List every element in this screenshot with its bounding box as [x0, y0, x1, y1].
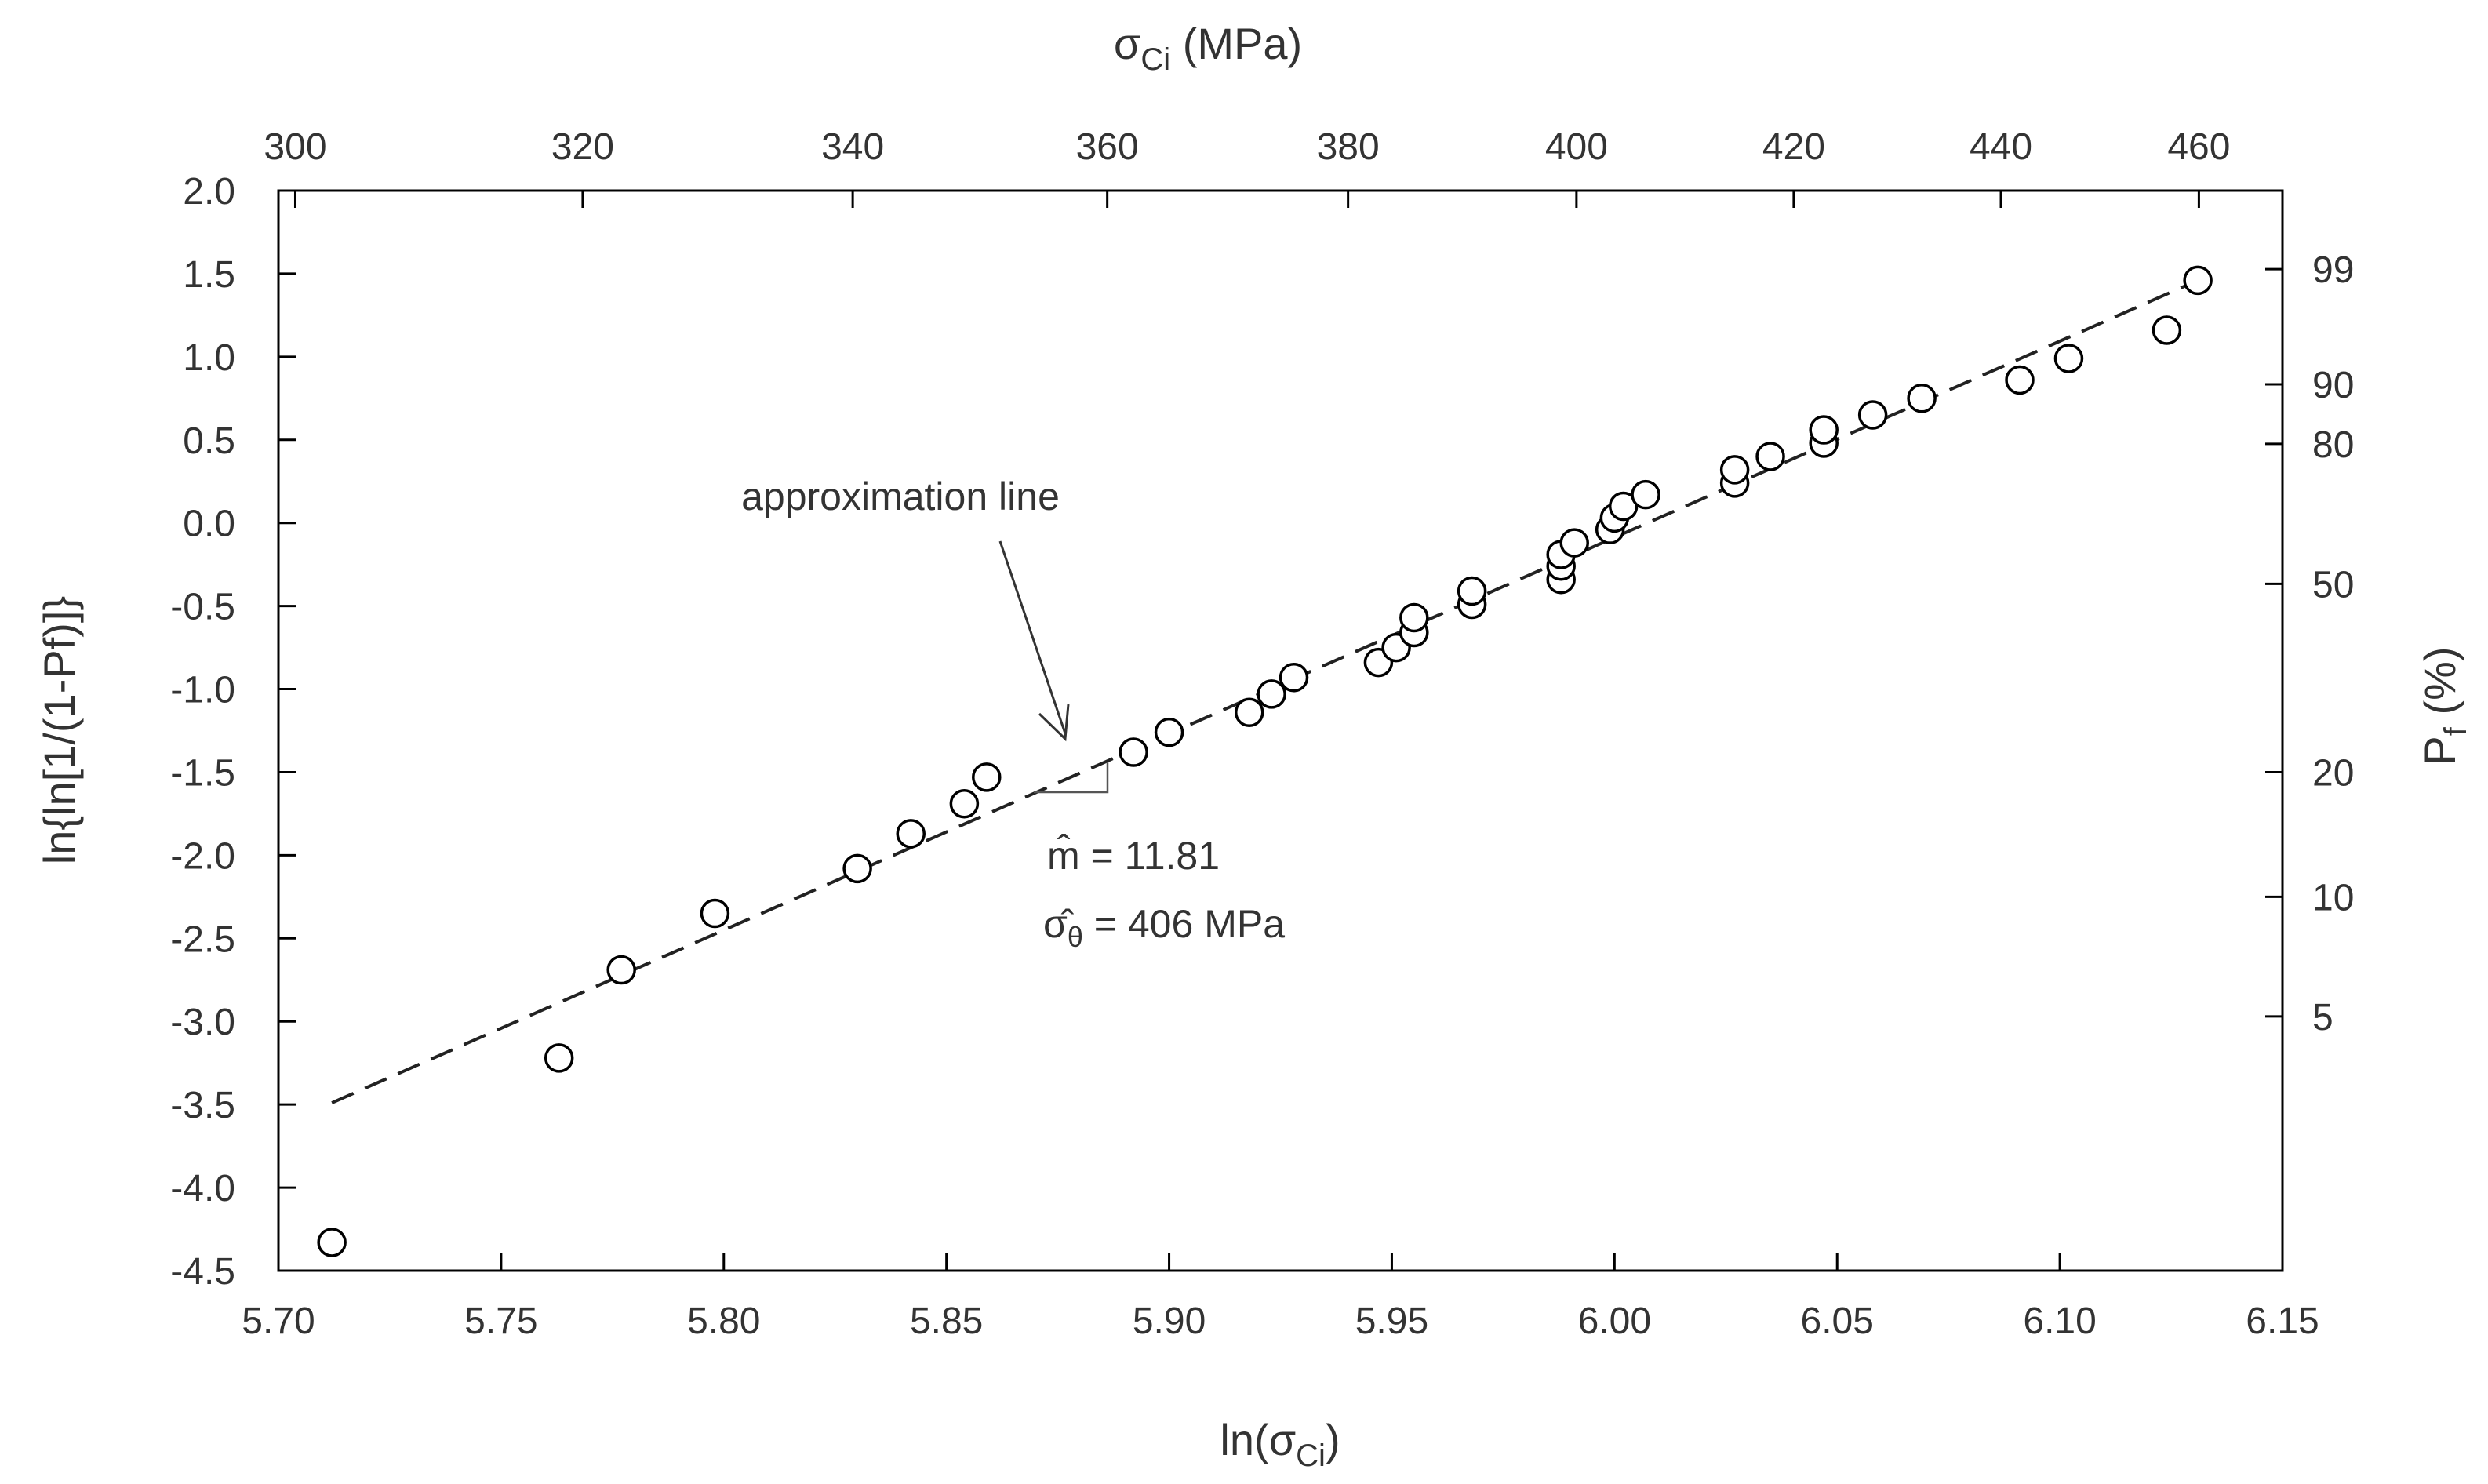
data-point — [544, 1043, 574, 1073]
approximation-line-label: approximation line — [741, 475, 1060, 518]
data-point — [1719, 455, 1750, 485]
y-tick-label: -2.0 — [170, 835, 235, 877]
data-point — [1755, 442, 1785, 471]
x-tick-label: 5.90 — [1133, 1300, 1206, 1342]
data-point — [2053, 344, 2084, 373]
data-points — [317, 265, 2213, 1257]
right-tick-label: 90 — [2312, 365, 2354, 406]
top-tick-label: 400 — [1545, 126, 1608, 168]
data-point — [1279, 662, 1309, 693]
y-tick-label: -3.0 — [170, 1002, 235, 1043]
y-tick-label: -4.5 — [170, 1251, 235, 1293]
right-axis-title: Pf (%) — [2415, 646, 2473, 765]
top-tick-label: 360 — [1076, 126, 1139, 168]
y-tick-label: -4.0 — [170, 1168, 235, 1209]
y-tick-label: 1.0 — [183, 337, 235, 379]
y-axis-title: ln{ln[1/(1-Pf)]} — [35, 596, 84, 864]
y-tick-label: -2.5 — [170, 918, 235, 960]
data-point — [949, 788, 980, 819]
data-point — [842, 853, 872, 884]
x-tick-label: 5.85 — [910, 1300, 983, 1342]
right-tick-label: 20 — [2312, 752, 2354, 794]
data-point — [1907, 384, 1937, 413]
data-point — [1857, 400, 1888, 430]
data-point — [2005, 365, 2035, 395]
shape-parameter-label: m̂ = 11.81 — [1047, 834, 1220, 878]
top-tick-label: 340 — [821, 126, 884, 168]
data-point — [1119, 737, 1148, 767]
data-point — [1559, 528, 1589, 558]
y-tick-label: -3.5 — [170, 1085, 235, 1126]
top-axis-title: σCi (MPa) — [1114, 19, 1302, 77]
top-axis-tick-labels: 300 320 340 360 380 400 420 440 460 — [264, 126, 2230, 168]
data-point — [1257, 679, 1286, 709]
y-tick-label: 2.0 — [183, 171, 235, 213]
y-tick-label: 1.5 — [183, 254, 235, 296]
top-tick-label: 420 — [1762, 126, 1825, 168]
axis-tick-marks — [277, 189, 2284, 1272]
data-point — [2183, 265, 2213, 296]
y-axis-tick-labels: 2.0 1.5 1.0 0.5 0.0 -0.5 -1.0 -1.5 -2.0 -2.5 -3.0 -… — [170, 171, 235, 1293]
data-point — [317, 1228, 347, 1257]
x-tick-label: 5.80 — [687, 1300, 760, 1342]
data-point — [1457, 576, 1487, 606]
x-tick-label: 6.05 — [1801, 1300, 1874, 1342]
data-point — [896, 819, 926, 849]
y-tick-label: 0.5 — [183, 420, 235, 462]
data-point — [700, 898, 730, 929]
top-tick-label: 460 — [2167, 126, 2230, 168]
x-tick-label: 5.70 — [242, 1300, 315, 1342]
data-point — [606, 955, 636, 985]
x-axis-title: ln(σCi) — [1220, 1415, 1340, 1473]
y-tick-label: -0.5 — [170, 587, 235, 628]
top-tick-label: 300 — [264, 126, 326, 168]
right-axis-tick-labels: 99 90 80 50 20 10 5 — [2312, 249, 2354, 1038]
right-tick-label: 99 — [2312, 249, 2354, 291]
plot-area-frame — [277, 189, 2284, 1272]
x-tick-label: 6.10 — [2023, 1300, 2096, 1342]
annotation-arrow-head — [1038, 704, 1070, 742]
data-point — [1235, 697, 1264, 727]
x-axis-tick-labels: 5.70 5.75 5.80 5.85 5.90 5.95 6.00 6.05 6.10 6.15 — [242, 1300, 2319, 1342]
data-point — [2152, 315, 2182, 345]
right-tick-label: 5 — [2312, 997, 2333, 1038]
y-tick-label: 0.0 — [183, 504, 235, 545]
right-tick-label: 80 — [2312, 424, 2354, 466]
top-tick-label: 320 — [551, 126, 614, 168]
slope-triangle — [1034, 762, 1109, 794]
annotation-arrow-shaft — [998, 540, 1067, 734]
top-tick-label: 380 — [1317, 126, 1380, 168]
x-tick-label: 6.15 — [2246, 1300, 2319, 1342]
y-tick-label: -1.5 — [170, 752, 235, 794]
data-point — [1154, 717, 1184, 747]
data-point — [1809, 415, 1839, 445]
top-tick-label: 440 — [1970, 126, 2032, 168]
data-point — [1631, 479, 1660, 510]
data-point — [1399, 602, 1429, 633]
right-tick-label: 50 — [2312, 564, 2354, 606]
x-tick-label: 6.00 — [1578, 1300, 1651, 1342]
x-tick-label: 5.95 — [1355, 1300, 1428, 1342]
x-tick-label: 5.75 — [464, 1300, 537, 1342]
right-tick-label: 10 — [2312, 877, 2354, 918]
y-tick-label: -1.0 — [170, 670, 235, 711]
scale-parameter-label: σ̂θ = 406 MPa — [1043, 902, 1285, 953]
data-point — [972, 762, 1002, 792]
